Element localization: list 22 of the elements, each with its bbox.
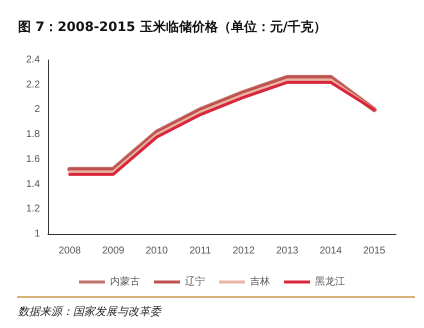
y-tick-label: 1: [34, 228, 40, 240]
y-tick-label: 1.4: [26, 178, 40, 190]
x-tick-label: 2014: [320, 246, 342, 256]
y-tick-label: 1.8: [26, 129, 40, 140]
y-tick-label: 1.2: [26, 204, 40, 215]
legend-label: 黑龙江: [315, 276, 345, 288]
y-tick-label: 2.2: [26, 79, 40, 90]
source-note: 数据来源：国家发展与改革委: [18, 304, 161, 319]
legend-label: 吉林: [250, 276, 270, 288]
y-tick-label: 2.4: [26, 54, 40, 66]
y-tick-label: 1.6: [26, 154, 40, 165]
chart-title: 图 7：2008-2015 玉米临储价格（单位：元/千克）: [18, 18, 327, 36]
x-tick-label: 2013: [276, 246, 299, 256]
x-tick-label: 2012: [232, 246, 256, 256]
x-tick-label: 2008: [58, 246, 82, 256]
y-tick-label: 2: [34, 104, 40, 116]
x-tick-label: 2010: [146, 246, 168, 256]
legend-label: 辽宁: [185, 276, 205, 288]
x-tick-label: 2015: [363, 246, 386, 256]
x-tick-label: 2009: [102, 246, 125, 256]
x-tick-label: 2011: [189, 246, 212, 256]
legend-label: 内蒙古: [110, 276, 140, 288]
